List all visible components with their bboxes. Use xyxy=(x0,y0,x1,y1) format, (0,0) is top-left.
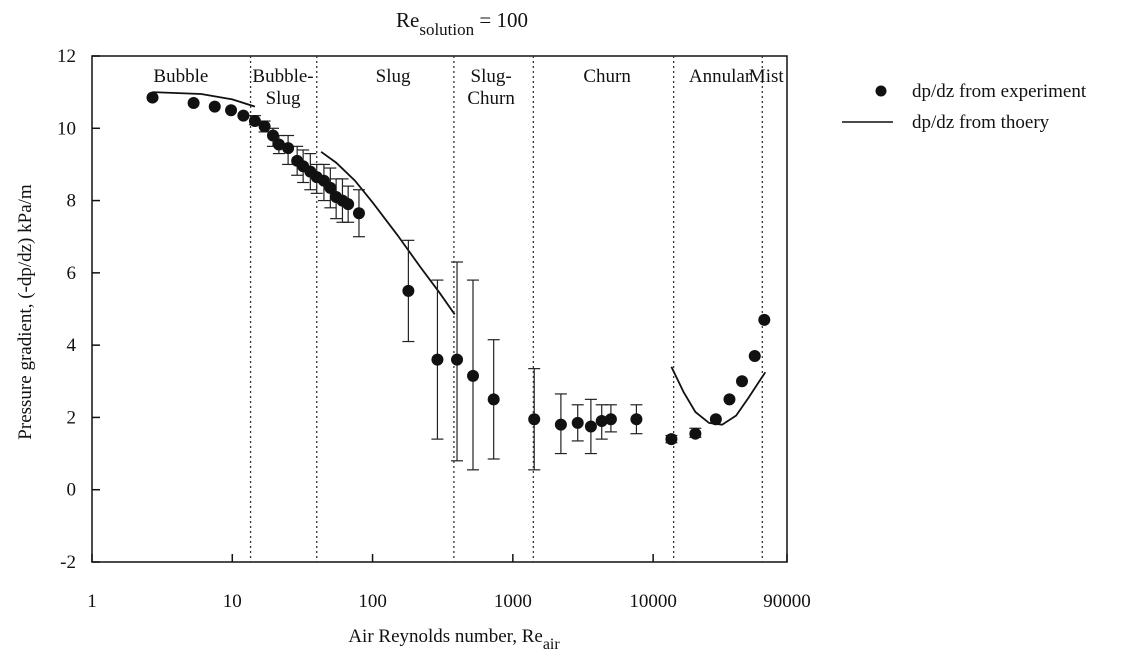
regime-label: Churn xyxy=(467,88,515,109)
regime-label: Churn xyxy=(583,66,631,87)
regime-label: Slug xyxy=(376,66,411,87)
data-point xyxy=(595,415,608,428)
data-point xyxy=(736,375,749,388)
chart-title-sub: solution xyxy=(419,20,474,39)
chart-title-suffix: = 100 xyxy=(474,8,528,32)
data-point xyxy=(487,393,500,406)
data-point xyxy=(225,104,238,117)
data-point xyxy=(723,393,736,406)
data-point xyxy=(272,138,285,151)
regime-label: Bubble xyxy=(153,66,208,87)
regime-label: Annular xyxy=(689,66,752,87)
regime-label: Slug xyxy=(266,88,301,109)
data-point xyxy=(748,349,761,362)
data-point xyxy=(554,418,567,431)
theory-curve xyxy=(320,151,456,315)
x-axis-label-sub: air xyxy=(543,636,561,653)
x-axis-label: Air Reynolds number, Reair xyxy=(348,626,560,653)
legend-marker-experiment xyxy=(875,85,887,97)
theory-curve xyxy=(670,366,767,426)
data-point xyxy=(266,129,279,142)
data-point xyxy=(467,369,480,382)
y-tick-label: 4 xyxy=(67,335,77,356)
regime-label: Bubble- xyxy=(252,66,313,87)
y-tick-label: 0 xyxy=(67,480,77,501)
y-tick-label: 8 xyxy=(67,191,77,212)
data-point xyxy=(571,416,584,429)
data-point xyxy=(528,413,541,426)
x-axis-label-main: Air Reynolds number, Re xyxy=(348,626,543,647)
x-tick-label: 1000 xyxy=(494,591,532,612)
regime-label: Slug- xyxy=(471,66,512,87)
data-point xyxy=(352,207,365,220)
legend-label-theory: dp/dz from thoery xyxy=(912,112,1050,133)
y-tick-label: 12 xyxy=(57,46,76,67)
regime-label: Mist xyxy=(749,66,785,87)
y-tick-label: 10 xyxy=(57,118,76,139)
data-point xyxy=(451,353,464,366)
data-point xyxy=(689,427,702,440)
data-point xyxy=(604,413,617,426)
data-point xyxy=(324,181,337,194)
theory-curve xyxy=(152,91,256,108)
y-axis-label: Pressure gradient, (-dp/dz) kPa/m xyxy=(15,184,36,440)
x-tick-label: 1 xyxy=(87,591,97,612)
data-point xyxy=(758,313,771,326)
data-point xyxy=(282,142,295,155)
y-tick-label: -2 xyxy=(60,552,76,573)
data-point xyxy=(237,109,250,122)
data-point xyxy=(665,433,678,446)
data-point xyxy=(342,198,355,211)
chart-title-main: Re xyxy=(396,8,419,32)
plot-frame xyxy=(91,55,788,563)
legend-label-experiment: dp/dz from experiment xyxy=(912,81,1087,102)
x-tick-label: 10 xyxy=(223,591,242,612)
experiment-series xyxy=(146,91,771,446)
data-point xyxy=(187,96,200,109)
x-tick-label: 10000 xyxy=(629,591,677,612)
axis-ticks: -2 0 2 4 6 8 10 12 1 10 100 1000 10000 90000 xyxy=(57,46,811,612)
data-point xyxy=(248,115,261,128)
regime-boundaries xyxy=(249,56,763,562)
y-tick-label: 2 xyxy=(67,407,77,428)
data-point xyxy=(402,284,415,297)
data-point xyxy=(208,100,221,113)
chart-title: Resolution = 100 xyxy=(396,8,528,39)
data-point xyxy=(630,413,643,426)
data-point xyxy=(146,91,159,104)
x-tick-label: 100 xyxy=(358,591,387,612)
theory-series xyxy=(152,91,767,426)
data-point xyxy=(709,413,722,426)
y-tick-label: 6 xyxy=(67,263,77,284)
data-point xyxy=(584,420,597,433)
legend: dp/dz from experiment dp/dz from thoery xyxy=(842,81,1087,133)
data-point xyxy=(258,120,271,133)
x-tick-label: 90000 xyxy=(763,591,811,612)
data-point xyxy=(431,353,444,366)
